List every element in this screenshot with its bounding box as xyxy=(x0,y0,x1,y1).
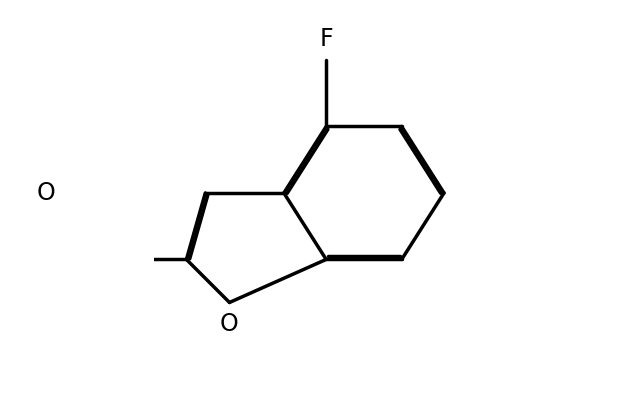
Text: F: F xyxy=(319,27,333,51)
Text: O: O xyxy=(36,181,55,205)
Text: O: O xyxy=(220,311,239,335)
